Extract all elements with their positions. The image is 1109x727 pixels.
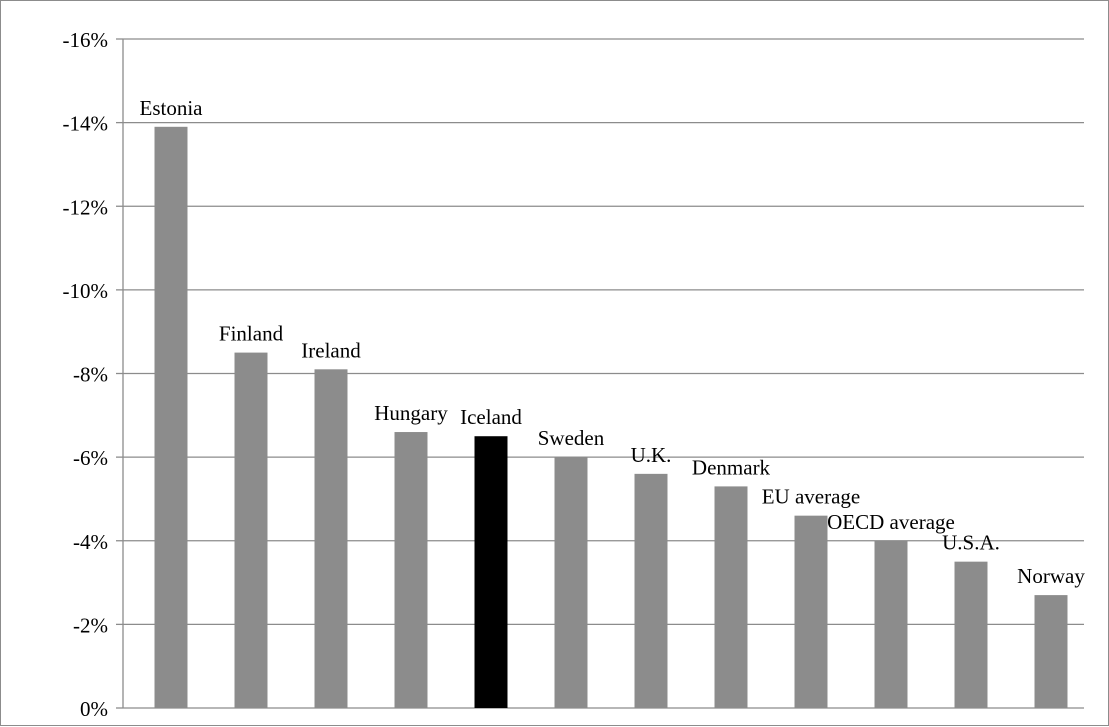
bar-label: OECD average [827,510,955,534]
y-tick-label: -6% [73,446,108,470]
y-tick-label: -12% [63,195,109,219]
bar-label: U.K. [631,443,672,467]
y-tick-label: -2% [73,613,108,637]
bar-label: EU average [762,485,861,509]
bar-label: U.S.A. [942,531,1000,555]
bar-estonia [154,126,188,708]
bar-norway [1034,595,1068,708]
bar-ireland [314,369,348,708]
bar-label: Hungary [374,401,448,425]
y-tick-label: 0% [80,697,108,721]
bar-label: Ireland [301,338,361,362]
bar-label: Sweden [538,426,605,450]
bar-hungary [394,432,428,708]
y-tick-label: -16% [63,28,109,52]
bar-label: Denmark [692,455,771,479]
gridlines [116,38,1084,709]
bar-finland [234,352,268,708]
bar-denmark [714,486,748,708]
bar-u-s-a [954,561,988,708]
y-axis-tick-labels: 0% -2% -4% -6% -8% -10% -12% -14% -16% [63,28,109,721]
y-tick-label: -10% [63,279,109,303]
bars [154,126,1068,708]
bar-label: Finland [219,322,284,346]
bar-iceland [474,436,508,708]
y-tick-label: -8% [73,363,108,387]
bar-label: Estonia [140,96,204,120]
y-tick-label: -14% [63,112,109,136]
bar-oecd-average [874,540,908,708]
bar-u-k [634,473,668,708]
bar-label: Norway [1017,564,1085,588]
y-tick-label: -4% [73,530,108,554]
bar-label: Iceland [460,405,522,429]
bar-labels: Estonia Finland Ireland Hungary Iceland Swede… [140,96,1086,588]
bar-sweden [554,457,588,708]
bar-eu-average [794,515,828,708]
